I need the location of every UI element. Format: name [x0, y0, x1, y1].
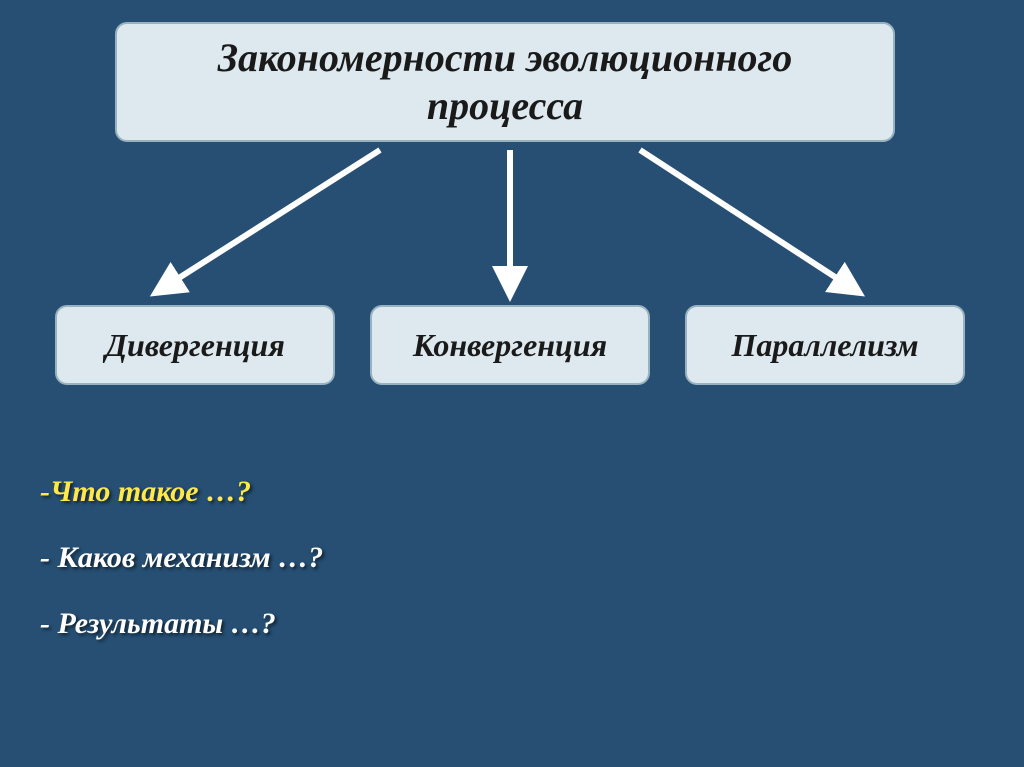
question-0: -Что такое …?: [40, 475, 323, 509]
child-label: Дивергенция: [105, 327, 285, 364]
question-2: - Результаты …?: [40, 607, 323, 641]
questions-block: -Что такое …? - Каков механизм …? - Резуль…: [40, 475, 323, 673]
arrow-2: [640, 150, 855, 290]
title-text: Закономерности эволюционного процесса: [137, 34, 873, 130]
question-1: - Каков механизм …?: [40, 541, 323, 575]
child-label: Конвергенция: [413, 327, 607, 364]
arrow-0: [160, 150, 380, 290]
child-label: Параллелизм: [732, 327, 919, 364]
child-box-0: Дивергенция: [55, 305, 335, 385]
title-box: Закономерности эволюционного процесса: [115, 22, 895, 142]
slide: Закономерности эволюционного процесса Ди…: [0, 0, 1024, 767]
child-box-2: Параллелизм: [685, 305, 965, 385]
child-box-1: Конвергенция: [370, 305, 650, 385]
